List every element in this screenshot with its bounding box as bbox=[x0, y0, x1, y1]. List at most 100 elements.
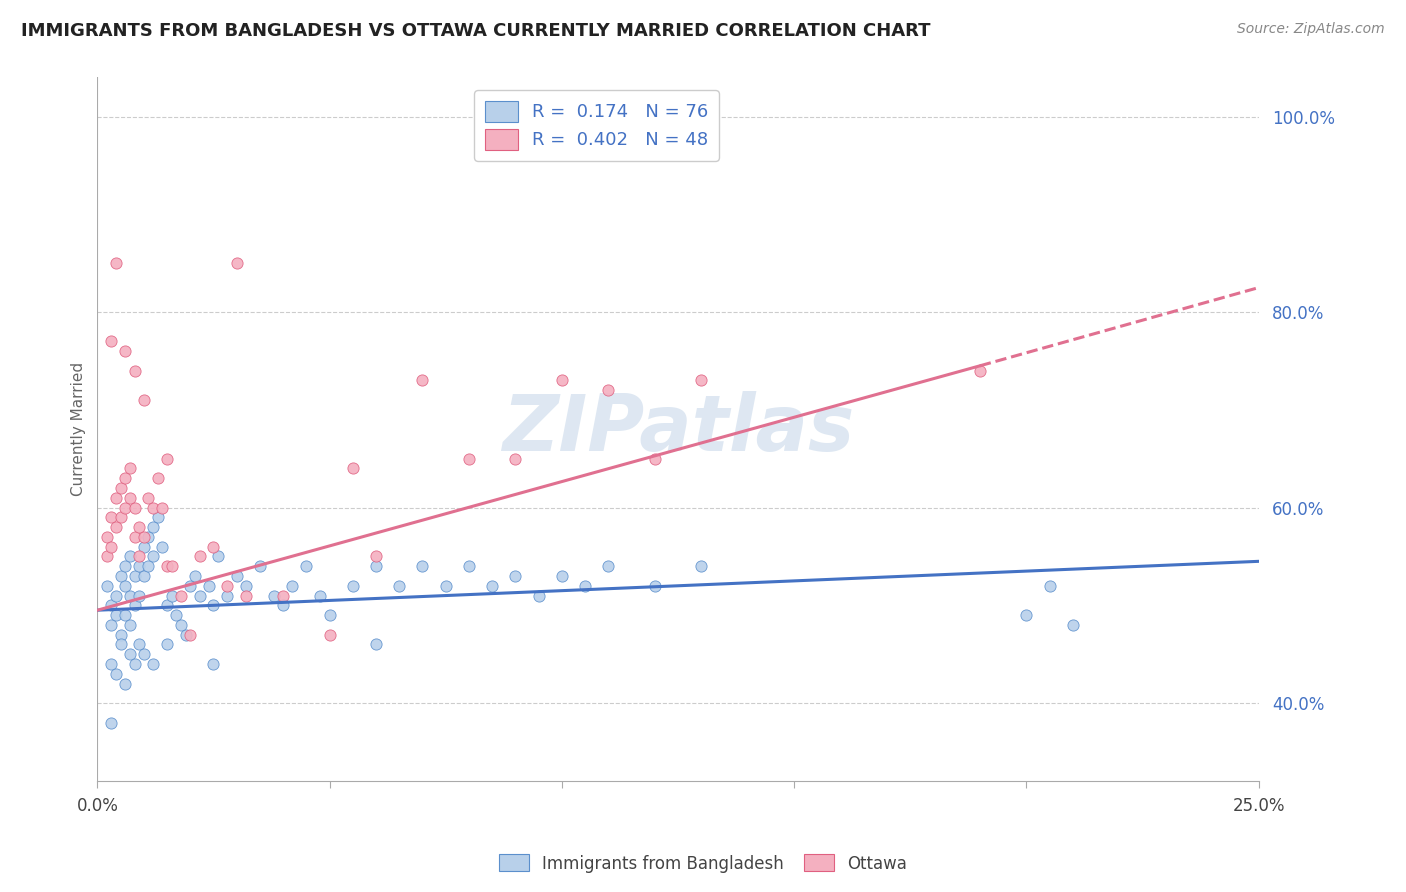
Point bbox=[202, 599, 225, 613]
Point bbox=[174, 627, 197, 641]
Point bbox=[364, 559, 387, 574]
Point bbox=[142, 657, 165, 671]
Point bbox=[132, 540, 155, 554]
Point bbox=[114, 471, 136, 485]
Point bbox=[156, 599, 179, 613]
Point bbox=[138, 559, 160, 574]
Point bbox=[644, 579, 666, 593]
Point bbox=[217, 589, 239, 603]
Point bbox=[114, 676, 136, 690]
Point bbox=[104, 520, 127, 534]
Legend: Immigrants from Bangladesh, Ottawa: Immigrants from Bangladesh, Ottawa bbox=[492, 847, 914, 880]
Point bbox=[104, 589, 127, 603]
Point bbox=[104, 608, 127, 623]
Point bbox=[458, 451, 481, 466]
Point bbox=[184, 569, 207, 583]
Point bbox=[104, 256, 127, 270]
Point bbox=[118, 618, 141, 632]
Point bbox=[142, 500, 165, 515]
Y-axis label: Currently Married: Currently Married bbox=[72, 362, 86, 497]
Point bbox=[318, 627, 340, 641]
Point bbox=[114, 344, 136, 359]
Point bbox=[132, 530, 155, 544]
Point bbox=[156, 637, 179, 651]
Point bbox=[128, 589, 150, 603]
Point bbox=[574, 579, 596, 593]
Point bbox=[114, 608, 136, 623]
Point bbox=[551, 374, 574, 388]
Legend: R =  0.174   N = 76, R =  0.402   N = 48: R = 0.174 N = 76, R = 0.402 N = 48 bbox=[474, 90, 718, 161]
Point bbox=[281, 579, 304, 593]
Point bbox=[505, 451, 527, 466]
Point bbox=[551, 569, 574, 583]
Point bbox=[124, 657, 146, 671]
Point bbox=[249, 559, 271, 574]
Point bbox=[118, 461, 141, 475]
Point bbox=[100, 618, 122, 632]
Point bbox=[110, 569, 132, 583]
Point bbox=[156, 451, 179, 466]
Point bbox=[364, 549, 387, 564]
Point bbox=[598, 384, 620, 398]
Point bbox=[388, 579, 411, 593]
Point bbox=[202, 540, 225, 554]
Point bbox=[271, 599, 294, 613]
Point bbox=[271, 589, 294, 603]
Point bbox=[124, 500, 146, 515]
Point bbox=[104, 491, 127, 505]
Point bbox=[225, 569, 247, 583]
Point bbox=[132, 569, 155, 583]
Point bbox=[188, 589, 211, 603]
Point bbox=[110, 627, 132, 641]
Point bbox=[132, 392, 155, 407]
Point bbox=[170, 589, 193, 603]
Point bbox=[160, 589, 183, 603]
Point bbox=[690, 559, 713, 574]
Point bbox=[124, 599, 146, 613]
Point bbox=[217, 579, 239, 593]
Point bbox=[146, 510, 169, 524]
Point bbox=[118, 647, 141, 661]
Point bbox=[128, 549, 150, 564]
Point bbox=[96, 579, 118, 593]
Point bbox=[342, 461, 364, 475]
Point bbox=[969, 364, 991, 378]
Point bbox=[150, 500, 173, 515]
Point bbox=[114, 500, 136, 515]
Point bbox=[142, 549, 165, 564]
Point bbox=[598, 559, 620, 574]
Point bbox=[104, 666, 127, 681]
Text: ZIPatlas: ZIPatlas bbox=[502, 392, 853, 467]
Text: Source: ZipAtlas.com: Source: ZipAtlas.com bbox=[1237, 22, 1385, 37]
Point bbox=[1038, 579, 1060, 593]
Point bbox=[100, 599, 122, 613]
Point bbox=[263, 589, 285, 603]
Point bbox=[128, 559, 150, 574]
Point bbox=[118, 549, 141, 564]
Point bbox=[142, 520, 165, 534]
Point bbox=[364, 637, 387, 651]
Point bbox=[690, 374, 713, 388]
Point bbox=[156, 559, 179, 574]
Point bbox=[114, 559, 136, 574]
Point bbox=[198, 579, 221, 593]
Point bbox=[124, 530, 146, 544]
Point bbox=[225, 256, 247, 270]
Point bbox=[1062, 618, 1084, 632]
Point bbox=[128, 520, 150, 534]
Point bbox=[505, 569, 527, 583]
Point bbox=[138, 491, 160, 505]
Point bbox=[1015, 608, 1038, 623]
Point bbox=[160, 559, 183, 574]
Point bbox=[110, 510, 132, 524]
Point bbox=[118, 589, 141, 603]
Point bbox=[138, 530, 160, 544]
Point bbox=[411, 559, 433, 574]
Point bbox=[235, 579, 257, 593]
Point bbox=[295, 559, 318, 574]
Point bbox=[128, 637, 150, 651]
Point bbox=[309, 589, 332, 603]
Point bbox=[481, 579, 503, 593]
Point bbox=[100, 334, 122, 349]
Point bbox=[118, 491, 141, 505]
